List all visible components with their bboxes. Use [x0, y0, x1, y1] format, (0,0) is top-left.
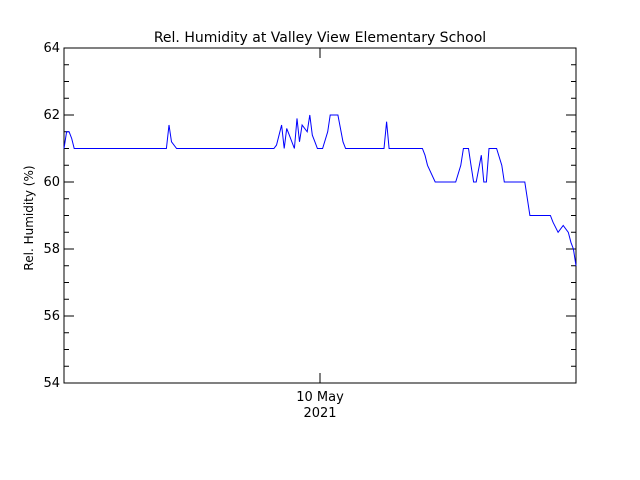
y-tick-label: 58 — [43, 242, 60, 257]
series-line-1 — [63, 114, 577, 266]
y-axis-label: Rel. Humidity (%) — [22, 165, 36, 270]
y-tick-label: 62 — [43, 108, 60, 123]
y-tick-label: 60 — [43, 175, 60, 190]
x-tick-label-year: 2021 — [303, 406, 336, 421]
y-tick-label: 54 — [43, 376, 60, 391]
chart-title: Rel. Humidity at Valley View Elementary … — [154, 30, 486, 46]
series-group — [63, 114, 577, 266]
y-tick-label: 56 — [43, 309, 60, 324]
axis-ticks — [64, 47, 576, 384]
x-tick-label-date: 10 May — [296, 390, 344, 405]
y-tick-label: 64 — [43, 41, 60, 56]
